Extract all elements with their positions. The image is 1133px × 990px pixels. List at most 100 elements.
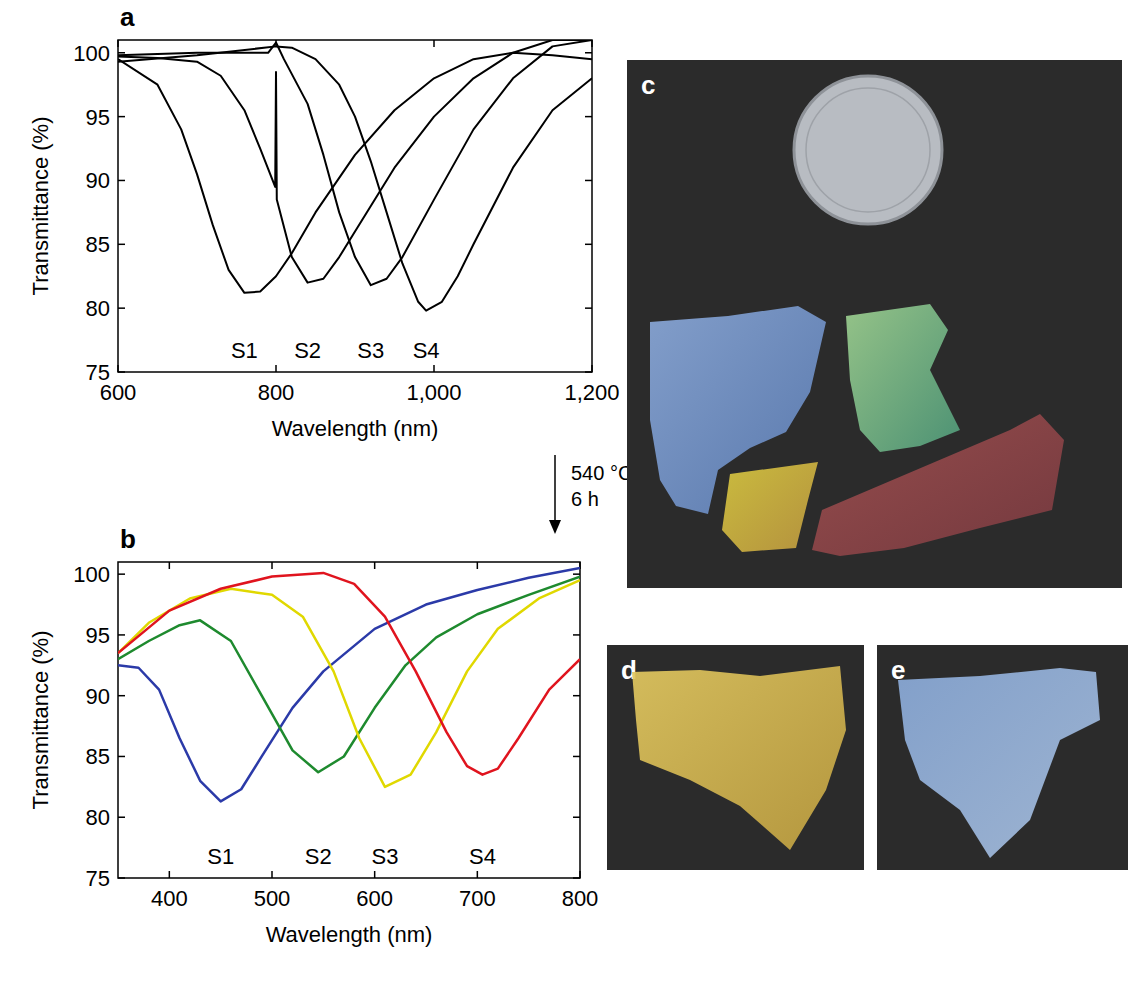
y-tick bbox=[585, 371, 592, 373]
x-axis-title: Wavelength (nm) bbox=[272, 416, 439, 441]
film-flake bbox=[846, 304, 960, 452]
series-line bbox=[118, 577, 580, 773]
y-tick bbox=[118, 307, 125, 309]
series-line bbox=[118, 573, 580, 775]
annotation: 6 h bbox=[571, 488, 599, 510]
y-tick-label: 75 bbox=[86, 866, 110, 891]
series-label: S2 bbox=[305, 844, 332, 869]
x-tick bbox=[579, 871, 581, 878]
y-tick bbox=[118, 371, 125, 373]
y-tick bbox=[118, 695, 125, 697]
y-tick bbox=[585, 307, 592, 309]
series-group bbox=[118, 40, 592, 311]
x-tick bbox=[374, 562, 376, 569]
x-tick-label: 1,200 bbox=[564, 380, 619, 405]
series-label: S3 bbox=[357, 338, 384, 363]
y-tick bbox=[573, 756, 580, 758]
y-tick bbox=[573, 816, 580, 818]
series-label: S4 bbox=[413, 338, 440, 363]
y-axis-title: Transmittance (%) bbox=[28, 631, 53, 810]
x-tick-label: 800 bbox=[258, 380, 295, 405]
y-tick bbox=[585, 180, 592, 182]
plot-frame bbox=[118, 562, 580, 878]
y-tick-label: 75 bbox=[86, 360, 110, 385]
y-tick bbox=[118, 756, 125, 758]
x-tick bbox=[117, 365, 119, 372]
x-tick-label: 1,000 bbox=[406, 380, 461, 405]
y-tick-label: 80 bbox=[86, 805, 110, 830]
y-tick-label: 95 bbox=[86, 623, 110, 648]
plot-frame bbox=[118, 40, 592, 372]
y-tick bbox=[585, 52, 592, 54]
panel-label: c bbox=[641, 70, 655, 100]
x-tick bbox=[275, 365, 277, 372]
x-tick-label: 700 bbox=[459, 886, 496, 911]
x-tick bbox=[117, 40, 119, 47]
x-tick bbox=[271, 562, 273, 569]
y-tick bbox=[118, 52, 125, 54]
y-tick bbox=[585, 244, 592, 246]
coin-rim bbox=[806, 88, 930, 212]
x-tick-label: 800 bbox=[562, 886, 599, 911]
x-tick-label: 600 bbox=[356, 886, 393, 911]
y-tick bbox=[573, 877, 580, 879]
y-tick-label: 90 bbox=[86, 168, 110, 193]
photo-background bbox=[607, 645, 864, 870]
y-tick-label: 100 bbox=[73, 562, 110, 587]
film-flake bbox=[812, 414, 1064, 556]
panel-label: b bbox=[120, 524, 136, 554]
film-flake bbox=[632, 666, 846, 850]
series-line bbox=[118, 580, 580, 787]
y-tick bbox=[118, 116, 125, 118]
y-tick bbox=[573, 695, 580, 697]
series-label: S2 bbox=[294, 338, 321, 363]
x-tick bbox=[477, 562, 479, 569]
series-label: S4 bbox=[469, 844, 496, 869]
x-tick bbox=[169, 562, 171, 569]
figure: 600 800 1,000 1,200 75 80 85 90 95 100 Wavelength … bbox=[0, 0, 1133, 990]
series-label: S3 bbox=[371, 844, 398, 869]
photo-panel: c bbox=[627, 60, 1122, 588]
series-line bbox=[118, 568, 580, 801]
x-axis-title: Wavelength (nm) bbox=[266, 922, 433, 947]
arrow-head bbox=[549, 520, 561, 534]
series-line bbox=[118, 40, 592, 283]
x-tick bbox=[433, 40, 435, 47]
series-label: S1 bbox=[207, 844, 234, 869]
y-tick bbox=[573, 573, 580, 575]
y-tick-label: 85 bbox=[86, 232, 110, 257]
y-tick bbox=[118, 244, 125, 246]
series-line bbox=[118, 46, 592, 310]
y-tick bbox=[118, 180, 125, 182]
x-tick bbox=[374, 871, 376, 878]
y-tick bbox=[118, 634, 125, 636]
y-tick bbox=[118, 877, 125, 879]
chart-b: 4005006007008007580859095100Wavelength (… bbox=[28, 524, 598, 947]
y-tick bbox=[118, 816, 125, 818]
y-tick-label: 85 bbox=[86, 744, 110, 769]
photo-panel: e bbox=[877, 645, 1128, 870]
x-tick bbox=[271, 871, 273, 878]
chart-a: 6008001,0001,2007580859095100Wavelength … bbox=[28, 2, 620, 441]
series-label: S1 bbox=[231, 338, 258, 363]
y-tick bbox=[573, 634, 580, 636]
series-line bbox=[118, 40, 592, 285]
y-tick bbox=[585, 116, 592, 118]
coin bbox=[794, 76, 942, 224]
y-tick-label: 100 bbox=[73, 41, 110, 66]
arrow-shaft bbox=[554, 455, 556, 524]
photo-panel: d bbox=[607, 645, 864, 870]
y-tick bbox=[118, 573, 125, 575]
x-tick bbox=[477, 871, 479, 878]
y-tick-label: 80 bbox=[86, 296, 110, 321]
annotation: 540 °C bbox=[571, 462, 632, 484]
photo-background bbox=[627, 60, 1122, 588]
film-flake bbox=[898, 668, 1100, 858]
film-flake bbox=[722, 462, 818, 552]
x-tick-label: 500 bbox=[254, 886, 291, 911]
y-axis-title: Transmittance (%) bbox=[28, 117, 53, 296]
x-tick bbox=[591, 365, 593, 372]
panel-label: a bbox=[120, 2, 135, 32]
x-tick bbox=[169, 871, 171, 878]
y-tick-label: 90 bbox=[86, 684, 110, 709]
